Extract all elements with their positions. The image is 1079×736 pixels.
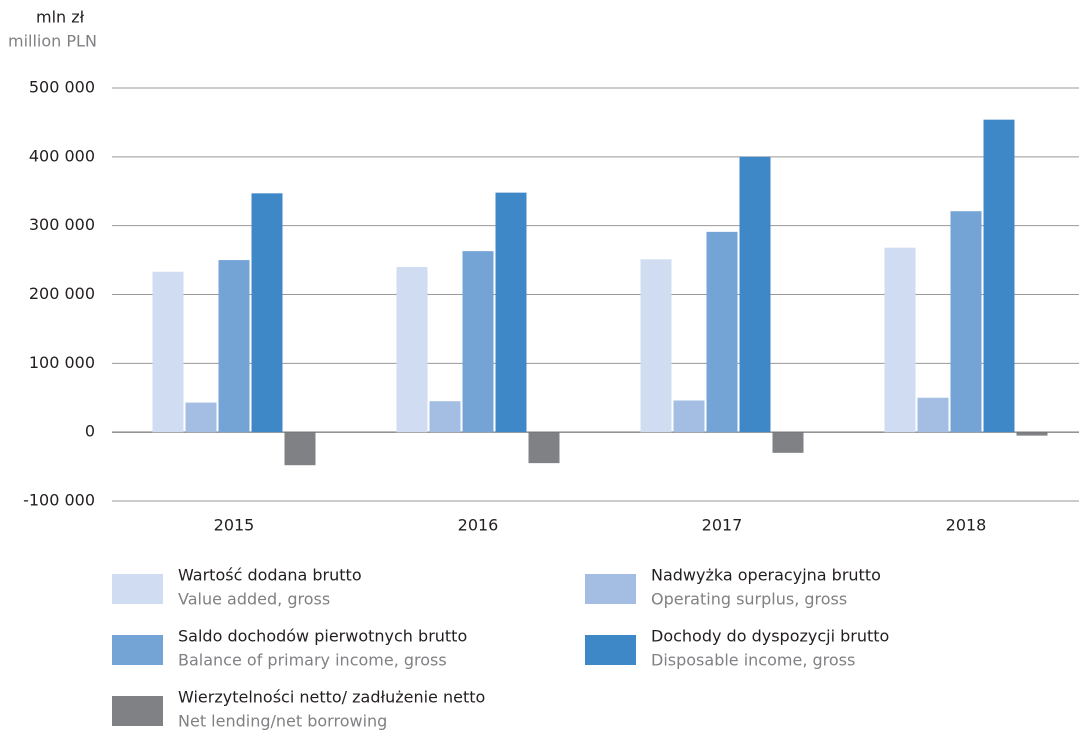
- bar: [739, 156, 771, 433]
- legend-label: Nadwyżka operacyjna brutto: [651, 566, 881, 585]
- bar: [429, 401, 461, 433]
- legend-label: Dochody do dyspozycji brutto: [651, 627, 889, 646]
- bar: [950, 211, 982, 433]
- bar: [495, 192, 527, 433]
- x-tick-label: 2016: [458, 516, 499, 535]
- y-tick-label: 500 000: [29, 78, 95, 97]
- legend-sublabel: Operating surplus, gross: [651, 590, 847, 609]
- bar: [528, 432, 560, 464]
- legend-sublabel: Disposable income, gross: [651, 651, 855, 670]
- x-tick-label: 2015: [214, 516, 255, 535]
- bar: [1016, 432, 1048, 436]
- bar: [396, 266, 428, 433]
- bar: [462, 251, 494, 433]
- bar: [218, 260, 250, 433]
- y-tick-label: -100 000: [23, 491, 95, 510]
- bar: [284, 432, 316, 466]
- x-tick-label: 2017: [702, 516, 743, 535]
- bar: [917, 397, 949, 433]
- y-tick-label: 0: [85, 422, 95, 441]
- y-axis-title: mln zł: [36, 8, 85, 27]
- legend-label: Saldo dochodów pierwotnych brutto: [178, 627, 467, 646]
- legend-label: Wierzytelności netto/ zadłużenie netto: [178, 688, 485, 707]
- legend-sublabel: Net lending/net borrowing: [178, 712, 387, 731]
- legend-swatch: [585, 574, 636, 604]
- bar: [706, 231, 738, 433]
- legend-sublabel: Balance of primary income, gross: [178, 651, 447, 670]
- legend-sublabel: Value added, gross: [178, 590, 330, 609]
- bar: [983, 119, 1015, 433]
- bar: [673, 400, 705, 433]
- y-tick-label: 300 000: [29, 215, 95, 234]
- legend-swatch: [585, 635, 636, 665]
- bar: [640, 259, 672, 433]
- x-tick-label: 2018: [946, 516, 987, 535]
- bar: [251, 193, 283, 433]
- bar: [185, 402, 217, 433]
- bar: [152, 271, 184, 433]
- y-tick-label: 200 000: [29, 284, 95, 303]
- bar: [884, 247, 916, 433]
- y-axis-subtitle: million PLN: [8, 32, 97, 51]
- y-tick-label: 400 000: [29, 146, 95, 165]
- legend-swatch: [112, 635, 163, 665]
- legend-swatch: [112, 574, 163, 604]
- legend-swatch: [112, 696, 163, 726]
- y-tick-label: 100 000: [29, 353, 95, 372]
- legend-label: Wartość dodana brutto: [178, 566, 362, 585]
- bar: [772, 432, 804, 453]
